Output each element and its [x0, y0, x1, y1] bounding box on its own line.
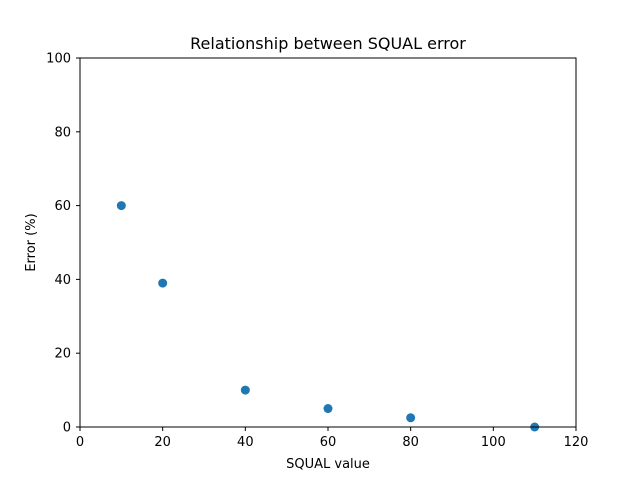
- x-tick-label: 40: [237, 435, 254, 450]
- y-tick-label: 80: [54, 125, 71, 140]
- y-axis-label: Error (%): [24, 213, 39, 271]
- x-tick-label: 60: [320, 435, 337, 450]
- y-tick-label: 20: [54, 347, 71, 362]
- scatter-point: [158, 278, 168, 288]
- scatter-point: [240, 385, 250, 395]
- axis-ticks: 0 20 40 60 80 100 120 0 20 40 60 80 100: [46, 52, 588, 451]
- x-tick-label: 80: [402, 435, 419, 450]
- scatter-point: [116, 201, 126, 211]
- scatter-point: [323, 404, 333, 414]
- x-tick-label: 100: [481, 435, 506, 450]
- x-tick-label: 20: [154, 435, 171, 450]
- y-tick-label: 0: [63, 421, 71, 436]
- plot-frame: [79, 57, 577, 428]
- y-tick-label: 60: [54, 199, 71, 214]
- x-tick-label: 120: [564, 435, 589, 450]
- data-points: [116, 201, 540, 432]
- x-tick-label: 0: [76, 435, 84, 450]
- chart-title: Relationship between SQUAL error: [190, 34, 466, 53]
- x-axis-label: SQUAL value: [286, 457, 370, 472]
- y-tick-label: 40: [54, 273, 71, 288]
- y-tick-label: 100: [46, 52, 71, 67]
- scatter-point: [406, 413, 416, 423]
